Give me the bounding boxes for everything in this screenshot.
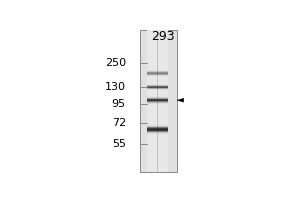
Bar (147, 100, 168, 101)
Bar (147, 127, 168, 128)
Bar (147, 135, 168, 136)
Bar (147, 103, 168, 104)
Bar (140, 30, 177, 172)
Bar (147, 94, 168, 95)
Bar (147, 106, 168, 107)
Bar (147, 101, 168, 102)
Bar (147, 130, 168, 131)
Text: 293: 293 (151, 30, 175, 43)
Bar (147, 83, 168, 84)
Bar (147, 85, 168, 86)
Bar (147, 133, 168, 134)
Bar (147, 128, 168, 129)
Bar (147, 136, 168, 137)
Text: 250: 250 (105, 58, 126, 68)
Text: 130: 130 (105, 82, 126, 92)
Bar (147, 99, 168, 100)
Bar (147, 89, 168, 90)
Bar (147, 102, 168, 103)
Bar (147, 82, 168, 83)
Bar (147, 131, 168, 132)
Bar (147, 76, 168, 77)
Text: 72: 72 (112, 118, 126, 128)
Bar (147, 88, 168, 89)
Bar (147, 86, 168, 87)
Bar (147, 134, 168, 135)
Bar (147, 70, 168, 71)
Bar (147, 96, 168, 97)
Bar (147, 126, 168, 127)
Bar (147, 137, 168, 138)
Bar (147, 129, 168, 130)
Bar (147, 78, 168, 79)
Bar (147, 104, 168, 105)
Bar (147, 72, 168, 73)
Bar (147, 87, 168, 88)
Bar (147, 122, 168, 123)
Bar (147, 90, 168, 91)
Bar (147, 91, 168, 92)
Bar (147, 73, 168, 74)
Bar (147, 84, 168, 85)
Bar (147, 124, 168, 125)
Bar (147, 69, 168, 70)
Bar (147, 71, 168, 72)
Text: 55: 55 (112, 139, 126, 149)
Bar (147, 125, 168, 126)
Bar (147, 75, 168, 76)
Bar (147, 74, 168, 75)
Bar (147, 132, 168, 133)
Polygon shape (177, 98, 184, 102)
Bar (147, 30, 168, 172)
Bar (147, 98, 168, 99)
Bar (147, 123, 168, 124)
Bar (147, 97, 168, 98)
Bar (147, 93, 168, 94)
Bar (147, 68, 168, 69)
Bar (147, 77, 168, 78)
Bar (147, 121, 168, 122)
Bar (147, 105, 168, 106)
Bar (147, 95, 168, 96)
Text: 95: 95 (112, 99, 126, 109)
